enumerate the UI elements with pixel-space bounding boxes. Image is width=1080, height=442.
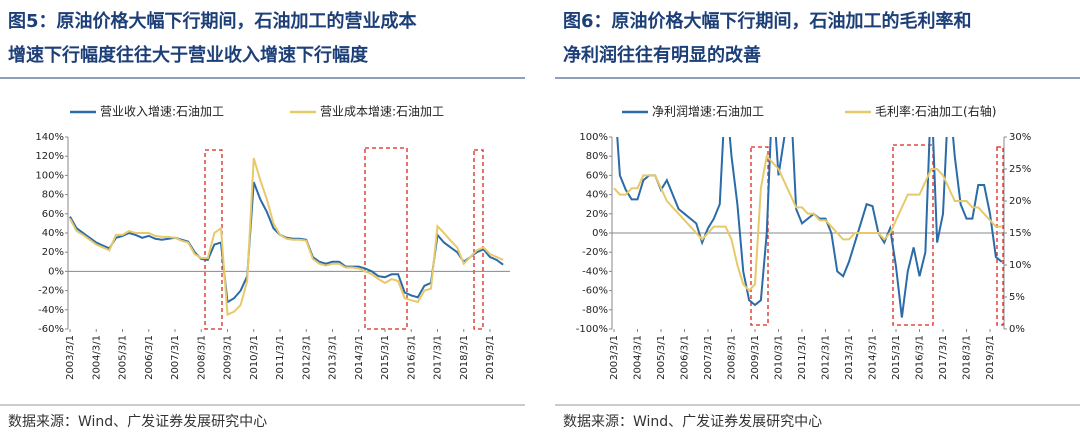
highlight-box xyxy=(473,149,484,330)
y-tick-label: -40% xyxy=(38,305,64,316)
x-tick-label: 2008/3/1 xyxy=(727,335,738,380)
y-tick-label: -80% xyxy=(582,305,608,316)
y2-tick-label: 20% xyxy=(1009,196,1031,207)
x-tick-label: 2004/3/1 xyxy=(633,335,644,380)
y2-tick-label: 5% xyxy=(1009,292,1025,303)
y-tick-label: 0% xyxy=(48,266,64,277)
x-tick-label: 2006/3/1 xyxy=(680,335,691,380)
x-tick-label: 2003/3/1 xyxy=(609,335,620,380)
x-tick-label: 2012/3/1 xyxy=(301,335,312,380)
x-tick-label: 2015/3/1 xyxy=(891,335,902,380)
highlight-box xyxy=(750,146,769,326)
y2-tick-label: 10% xyxy=(1009,260,1031,271)
x-tick-label: 2009/3/1 xyxy=(750,335,761,380)
x-tick-label: 2019/3/1 xyxy=(985,335,996,380)
y-tick-label: 40% xyxy=(586,190,608,201)
x-tick-label: 2018/3/1 xyxy=(459,335,470,380)
y2-tick-label: 25% xyxy=(1009,164,1031,175)
highlight-box xyxy=(892,144,934,326)
x-tick-label: 2016/3/1 xyxy=(406,335,417,380)
x-tick-label: 2006/3/1 xyxy=(144,335,155,380)
y-tick-label: 80% xyxy=(586,151,608,162)
series-line xyxy=(69,181,504,304)
x-tick-label: 2007/3/1 xyxy=(703,335,714,380)
x-tick-label: 2004/3/1 xyxy=(91,335,102,380)
y-tick-label: -100% xyxy=(576,324,608,335)
y-tick-label: 60% xyxy=(586,170,608,181)
x-tick-label: 2014/3/1 xyxy=(868,335,879,380)
x-tick-label: 2014/3/1 xyxy=(354,335,365,380)
y-tick-label: 120% xyxy=(35,151,64,162)
x-tick-label: 2017/3/1 xyxy=(938,335,949,380)
y-tick-label: 20% xyxy=(42,247,64,258)
x-tick-label: 2009/3/1 xyxy=(223,335,234,380)
y2-tick-label: 0% xyxy=(1009,324,1025,335)
y-tick-label: -40% xyxy=(582,266,608,277)
chart-title: 图5：原油价格大幅下行期间，石油加工的营业成本 xyxy=(8,10,417,32)
y-tick-label: 40% xyxy=(42,228,64,239)
x-tick-label: 2008/3/1 xyxy=(196,335,207,380)
series-line xyxy=(69,157,504,317)
chart-title: 图6：原油价格大幅下行期间，石油加工的毛利率和 xyxy=(563,10,972,32)
y-tick-label: -60% xyxy=(582,286,608,297)
y-tick-label: 0% xyxy=(592,228,608,239)
highlight-box xyxy=(996,146,1004,326)
x-tick-label: 2010/3/1 xyxy=(774,335,785,380)
y-tick-label: -20% xyxy=(38,286,64,297)
x-tick-label: 2012/3/1 xyxy=(821,335,832,380)
x-tick-label: 2019/3/1 xyxy=(485,335,496,380)
y-tick-label: 100% xyxy=(579,132,608,143)
x-tick-label: 2015/3/1 xyxy=(380,335,391,380)
x-tick-label: 2007/3/1 xyxy=(170,335,181,380)
source-note: 数据来源：Wind、广发证券发展研究中心 xyxy=(8,414,267,430)
chart-title: 增速下行幅度往往大于营业收入增速下行幅度 xyxy=(8,44,369,66)
x-tick-label: 2010/3/1 xyxy=(249,335,260,380)
legend-label: 营业收入增速:石油加工 xyxy=(100,105,224,119)
y-tick-label: 20% xyxy=(586,209,608,220)
y-tick-label: -20% xyxy=(582,247,608,258)
y-tick-label: 60% xyxy=(42,209,64,220)
x-tick-label: 2011/3/1 xyxy=(275,335,286,380)
legend-label: 净利润增速:石油加工 xyxy=(652,105,764,119)
y2-tick-label: 15% xyxy=(1009,228,1031,239)
highlight-box xyxy=(364,147,408,330)
y2-tick-label: 30% xyxy=(1009,132,1031,143)
x-tick-label: 2013/3/1 xyxy=(328,335,339,380)
chart-title: 净利润往往有明显的改善 xyxy=(563,44,761,66)
x-tick-label: 2011/3/1 xyxy=(797,335,808,380)
x-tick-label: 2005/3/1 xyxy=(656,335,667,380)
source-note: 数据来源：Wind、广发证券发展研究中心 xyxy=(563,414,822,430)
x-tick-label: 2005/3/1 xyxy=(118,335,129,380)
x-tick-label: 2018/3/1 xyxy=(962,335,973,380)
y-tick-label: 140% xyxy=(35,132,64,143)
series-line xyxy=(616,137,1003,318)
x-tick-label: 2003/3/1 xyxy=(65,335,76,380)
x-tick-label: 2017/3/1 xyxy=(433,335,444,380)
y-tick-label: -60% xyxy=(38,324,64,335)
series-line xyxy=(613,154,1002,293)
legend-label: 营业成本增速:石油加工 xyxy=(320,105,444,119)
legend-label: 毛利率:石油加工(右轴) xyxy=(875,104,996,119)
y-tick-label: 80% xyxy=(42,190,64,201)
x-tick-label: 2013/3/1 xyxy=(844,335,855,380)
x-tick-label: 2016/3/1 xyxy=(915,335,926,380)
y-tick-label: 100% xyxy=(35,170,64,181)
